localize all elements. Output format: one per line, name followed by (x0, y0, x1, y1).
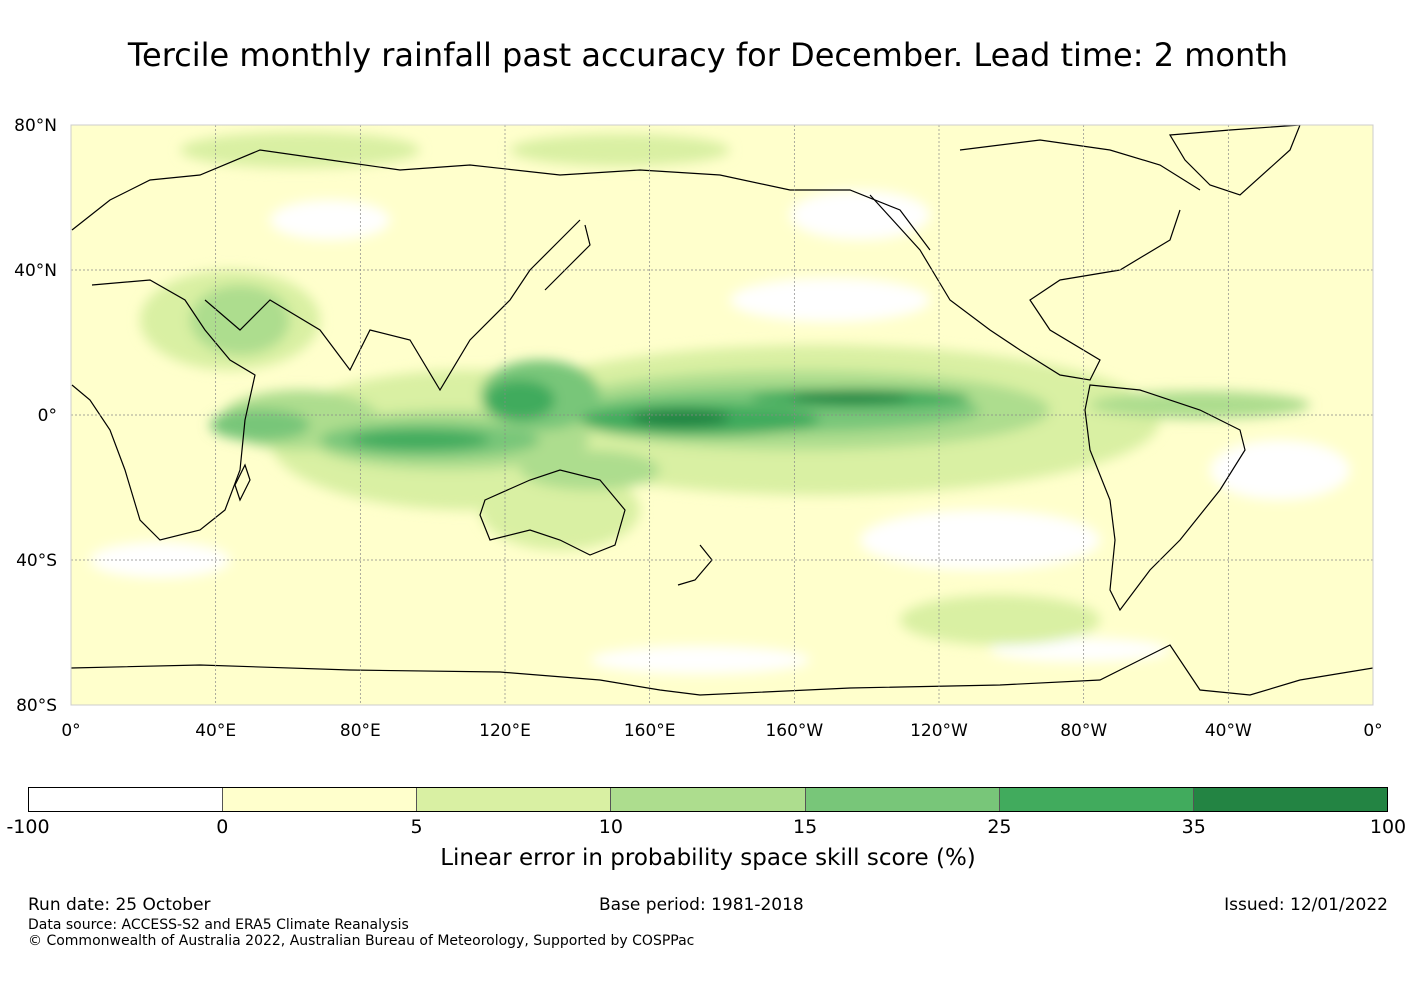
map-frame (70, 124, 1374, 706)
lon-label: 80°W (1060, 721, 1107, 741)
gridlines (71, 125, 1373, 705)
coast-south-america (1084, 384, 1246, 612)
skill-core (790, 392, 910, 404)
lon-label: 40°W (1205, 721, 1252, 741)
colorbar (28, 787, 1388, 812)
skill-map: 80°N 40°N 0° 40°S 80°S 0° 40°E 80°E 120°E 160°E 1… (14, 116, 1383, 741)
colorbar-segment (1193, 788, 1387, 811)
coastlines (71, 125, 1373, 696)
colorbar-tick-label: 10 (598, 816, 623, 838)
colorbar-tick-label: 35 (1181, 816, 1206, 838)
low-skill-patch (1210, 440, 1350, 500)
skill-band (190, 285, 290, 355)
colorbar-segment (223, 788, 418, 811)
colorbar-tick-label: -100 (6, 816, 50, 838)
lon-label: 0° (61, 721, 80, 741)
coast-canada-arctic (959, 139, 1201, 191)
coast-greenland (1168, 125, 1301, 196)
skill-band (1090, 391, 1310, 419)
lon-label: 160°E (624, 721, 676, 741)
base-period: Base period: 1981-2018 (599, 895, 804, 915)
lat-label: 0° (38, 406, 57, 426)
skill-band (210, 409, 310, 441)
coast-japan (544, 224, 591, 291)
skill-core (485, 380, 555, 420)
run-date: Run date: 25 October (28, 895, 211, 915)
colorbar-segment (29, 788, 224, 811)
skill-field (71, 125, 1373, 705)
coast-asia-south (204, 219, 581, 392)
chart-title: Tercile monthly rainfall past accuracy f… (127, 36, 1289, 74)
low-skill-patch (270, 200, 390, 240)
colorbar-tick-label: 25 (987, 816, 1012, 838)
longitude-labels: 0° 40°E 80°E 120°E 160°E 160°W 120°W 80°W 40°W 0° (61, 721, 1382, 741)
skill-band (900, 595, 1100, 645)
lat-label: 40°N (14, 261, 57, 281)
coast-australia (479, 469, 626, 556)
colorbar-tick-label: 15 (793, 816, 818, 838)
lon-label: 120°E (479, 721, 531, 741)
coast-antarctica (71, 644, 1373, 696)
skill-band (520, 450, 660, 490)
lon-label: 40°E (195, 721, 236, 741)
issued-date: Issued: 12/01/2022 (1224, 895, 1388, 915)
skill-core (350, 430, 490, 450)
low-skill-patch (990, 638, 1170, 662)
skill-band (480, 470, 640, 550)
coast-africa (71, 279, 256, 541)
data-source: Data source: ACCESS-S2 and ERA5 Climate … (28, 917, 409, 933)
skill-core (630, 409, 730, 427)
skill-band (510, 134, 730, 166)
latitude-labels: 80°N 40°N 0° 40°S 80°S (14, 116, 57, 716)
low-skill-patch (590, 646, 810, 674)
lon-label: 80°E (340, 721, 381, 741)
lat-label: 40°S (16, 551, 57, 571)
colorbar-tick-label: 5 (410, 816, 423, 838)
colorbar-label: Linear error in probability space skill … (440, 845, 976, 871)
colorbar-tick-label: 0 (216, 816, 229, 838)
low-skill-patch (730, 278, 930, 322)
low-skill-patch (790, 190, 930, 240)
colorbar-segment (417, 788, 612, 811)
coast-eurasia-north (71, 149, 931, 251)
low-skill-patch (860, 510, 1100, 570)
lon-label: 120°W (910, 721, 968, 741)
lon-label: 160°W (765, 721, 823, 741)
coast-madagascar (234, 463, 251, 502)
colorbar-segment (999, 788, 1194, 811)
coast-north-america (869, 194, 1181, 381)
colorbar-segment (611, 788, 806, 811)
lat-label: 80°N (14, 116, 57, 136)
lat-label: 80°S (16, 696, 57, 716)
copyright: © Commonwealth of Australia 2022, Austra… (28, 933, 695, 949)
coast-new-zealand (677, 544, 713, 586)
colorbar-segment (805, 788, 1000, 811)
colorbar-tick-label: 100 (1369, 816, 1407, 838)
lon-label: 0° (1363, 721, 1382, 741)
